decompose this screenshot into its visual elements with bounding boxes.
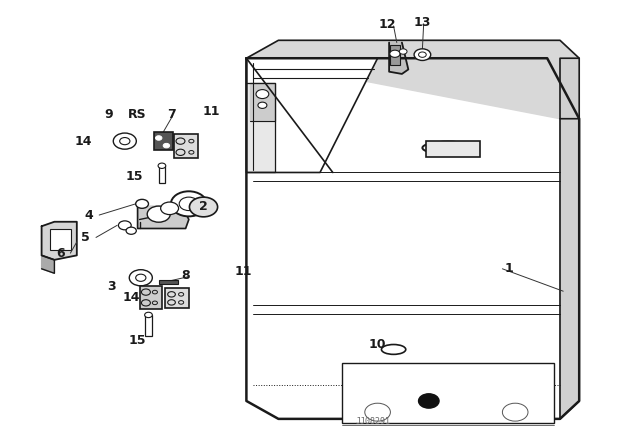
Text: 3: 3 [108, 280, 116, 293]
Polygon shape [560, 58, 579, 419]
Bar [174, 134, 198, 158]
Circle shape [179, 197, 198, 211]
Polygon shape [246, 58, 579, 419]
Bar [390, 45, 400, 65]
Text: 12: 12 [378, 18, 396, 31]
Bar [140, 286, 162, 309]
Circle shape [256, 90, 269, 99]
Circle shape [118, 221, 131, 230]
Circle shape [126, 227, 136, 234]
Polygon shape [42, 255, 54, 273]
Circle shape [147, 206, 170, 222]
Circle shape [171, 191, 207, 216]
Polygon shape [246, 40, 579, 119]
Ellipse shape [422, 142, 474, 154]
Text: 8: 8 [181, 269, 190, 282]
Text: RS: RS [128, 108, 147, 121]
Text: 1: 1 [504, 262, 513, 276]
Circle shape [399, 49, 407, 54]
Bar [342, 363, 554, 423]
Text: 10: 10 [369, 338, 387, 352]
Text: 6: 6 [56, 246, 65, 260]
Circle shape [156, 136, 162, 140]
Text: 14: 14 [74, 134, 92, 148]
Circle shape [189, 197, 218, 217]
Polygon shape [389, 43, 408, 74]
Text: 5: 5 [81, 231, 90, 244]
Circle shape [161, 202, 179, 215]
Polygon shape [246, 58, 378, 172]
Circle shape [158, 163, 166, 168]
Circle shape [419, 394, 439, 408]
Polygon shape [246, 83, 275, 172]
Circle shape [258, 102, 267, 108]
Text: JJ08291: JJ08291 [355, 417, 390, 426]
Circle shape [419, 52, 426, 57]
Text: 11: 11 [202, 104, 220, 118]
Bar [50, 229, 71, 250]
Bar [426, 141, 480, 157]
Text: 13: 13 [413, 16, 431, 29]
Circle shape [390, 50, 400, 57]
Ellipse shape [381, 345, 406, 354]
Circle shape [113, 133, 136, 149]
Text: 4: 4 [84, 208, 93, 222]
Bar [159, 280, 178, 284]
Text: 7: 7 [167, 108, 176, 121]
Circle shape [414, 49, 431, 60]
Polygon shape [250, 83, 275, 121]
Circle shape [129, 270, 152, 286]
Polygon shape [42, 222, 77, 260]
Text: 2: 2 [199, 199, 208, 213]
Circle shape [163, 143, 170, 148]
Text: 15: 15 [129, 334, 147, 347]
Bar [165, 288, 189, 308]
Circle shape [145, 312, 152, 318]
Text: 11: 11 [234, 264, 252, 278]
Polygon shape [138, 206, 189, 228]
Text: 9: 9 [104, 108, 113, 121]
Circle shape [136, 199, 148, 208]
Bar [159, 166, 165, 183]
Text: 14: 14 [122, 291, 140, 305]
Circle shape [136, 274, 146, 281]
Bar [145, 315, 152, 336]
Text: 15: 15 [125, 170, 143, 184]
Bar [154, 132, 173, 150]
Circle shape [120, 138, 130, 145]
